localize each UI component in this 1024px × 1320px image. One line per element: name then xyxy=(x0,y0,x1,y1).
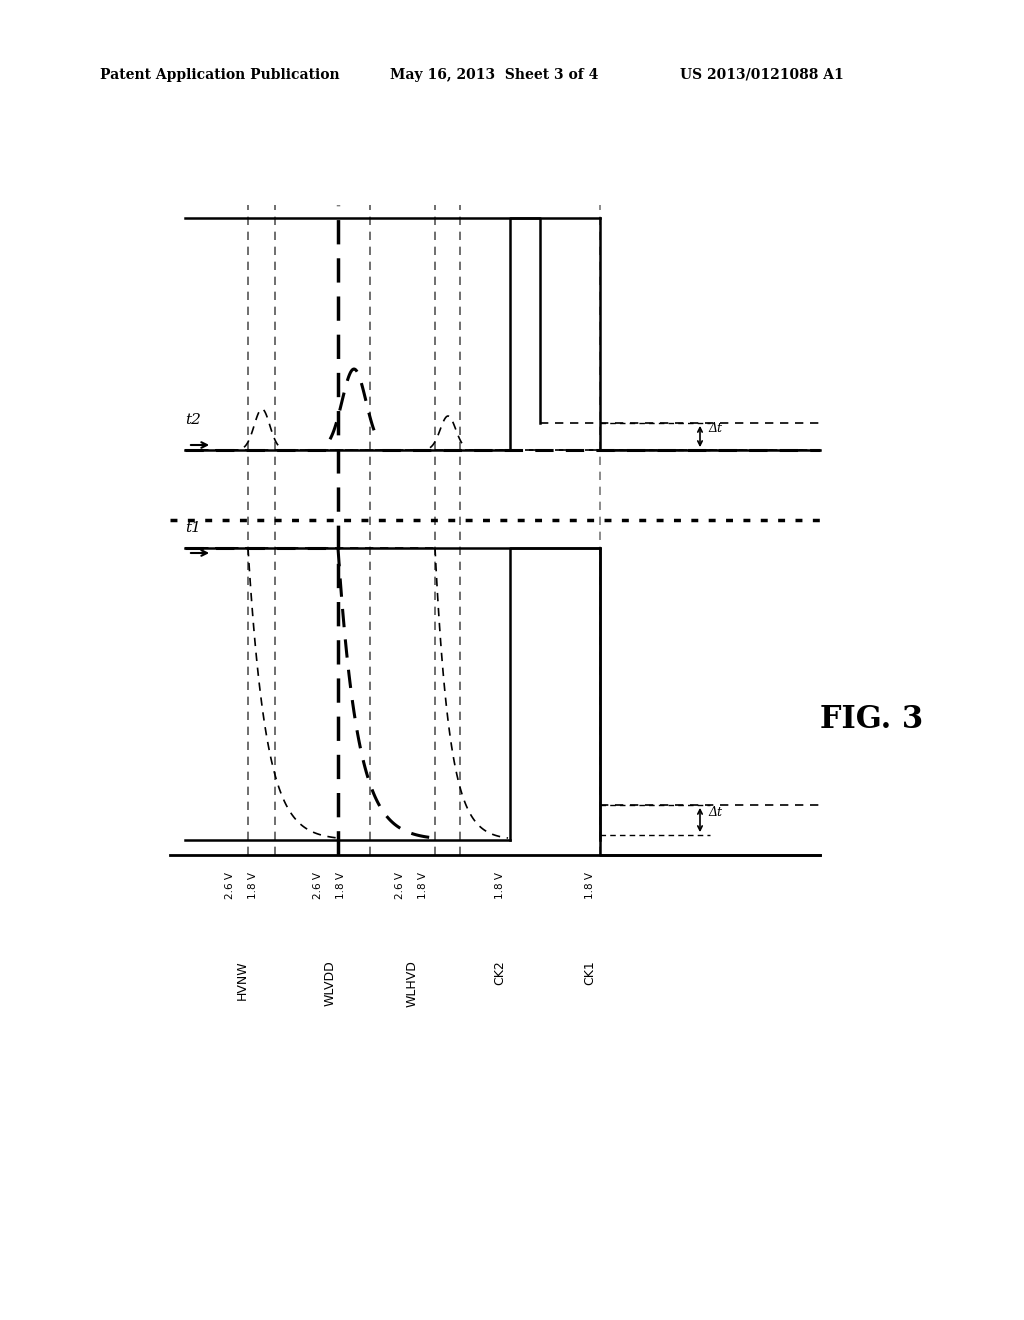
Text: HVNW: HVNW xyxy=(236,960,249,999)
Text: US 2013/0121088 A1: US 2013/0121088 A1 xyxy=(680,69,844,82)
Text: FIG. 3: FIG. 3 xyxy=(820,705,924,735)
Text: t2: t2 xyxy=(185,413,201,426)
Text: WLVDD: WLVDD xyxy=(324,960,337,1006)
Text: 2.6 V: 2.6 V xyxy=(225,873,234,899)
Text: 1.8 V: 1.8 V xyxy=(248,873,258,899)
Text: 1.8 V: 1.8 V xyxy=(585,873,595,899)
Text: 1.8 V: 1.8 V xyxy=(495,873,505,899)
Text: Δt: Δt xyxy=(708,422,722,436)
Text: WLHVD: WLHVD xyxy=(406,960,419,1007)
Text: 1.8 V: 1.8 V xyxy=(418,873,428,899)
Text: May 16, 2013  Sheet 3 of 4: May 16, 2013 Sheet 3 of 4 xyxy=(390,69,598,82)
Text: Patent Application Publication: Patent Application Publication xyxy=(100,69,340,82)
Text: 2.6 V: 2.6 V xyxy=(313,873,323,899)
Text: 2.6 V: 2.6 V xyxy=(395,873,406,899)
Text: Δt: Δt xyxy=(708,805,722,818)
Text: CK2: CK2 xyxy=(494,960,507,985)
Text: CK1: CK1 xyxy=(584,960,597,985)
Text: t1: t1 xyxy=(185,521,201,535)
Text: 1.8 V: 1.8 V xyxy=(336,873,346,899)
